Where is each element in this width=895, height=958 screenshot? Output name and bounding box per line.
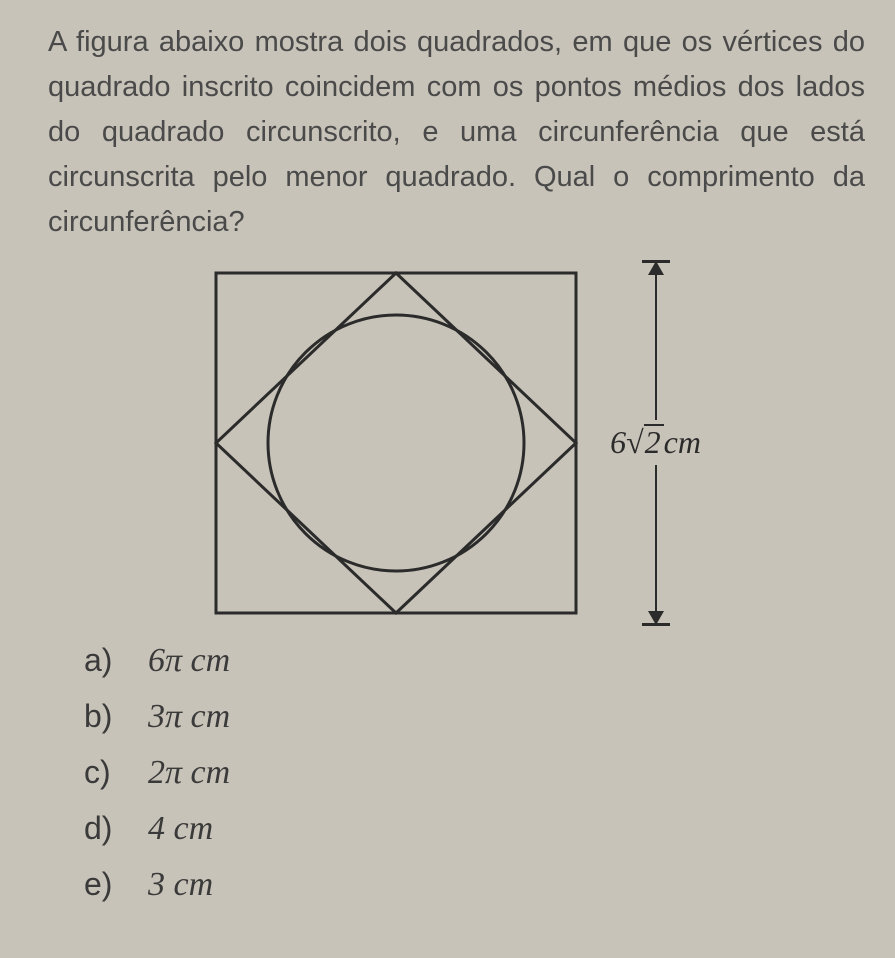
option-a: a) 6π cm (84, 633, 865, 689)
option-letter: d) (84, 802, 128, 855)
option-letter: e) (84, 858, 128, 911)
dimension-arrow-top (655, 263, 657, 421)
option-d: d) 4 cm (84, 801, 865, 857)
dim-unit: cm (664, 424, 701, 460)
dimension-label: 6√2cm (604, 420, 707, 465)
question-text: A figura abaixo mostra dois quadrados, e… (48, 20, 865, 245)
option-value: 3π cm (148, 689, 230, 745)
figure-row: 6√2cm (48, 263, 865, 623)
option-c: c) 2π cm (84, 745, 865, 801)
option-letter: b) (84, 690, 128, 743)
page: A figura abaixo mostra dois quadrados, e… (0, 0, 895, 933)
options-list: a) 6π cm b) 3π cm c) 2π cm d) 4 cm e) 3 … (48, 633, 865, 913)
geometry-figure (206, 263, 586, 623)
dim-radicand: 2 (644, 424, 664, 458)
option-b: b) 3π cm (84, 689, 865, 745)
dim-prefix: 6 (610, 424, 626, 460)
option-letter: a) (84, 634, 128, 687)
option-e: e) 3 cm (84, 857, 865, 913)
option-value: 2π cm (148, 745, 230, 801)
dimension-column: 6√2cm (604, 263, 707, 623)
option-value: 4 cm (148, 801, 213, 857)
option-letter: c) (84, 746, 128, 799)
dimension-arrow-bottom (655, 465, 657, 623)
option-value: 3 cm (148, 857, 213, 913)
option-value: 6π cm (148, 633, 230, 689)
